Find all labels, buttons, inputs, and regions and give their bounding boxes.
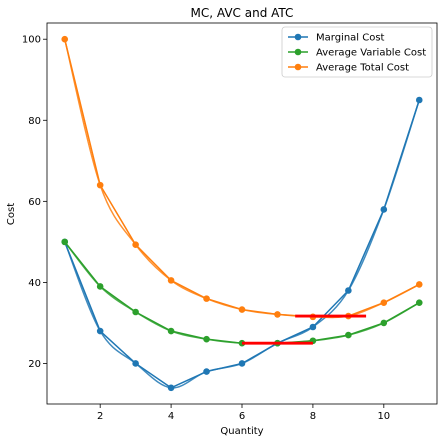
marginal-cost-point (167, 384, 175, 392)
average-total-cost-point (203, 295, 210, 302)
marginal-cost-point (132, 360, 139, 367)
x-tick-label: 8 (310, 411, 316, 422)
x-tick-label: 6 (239, 411, 245, 422)
legend: Marginal Cost Average Variable Cost Averag… (281, 26, 433, 78)
x-axis-title: Quantity (220, 426, 263, 437)
average-total-cost-point (61, 35, 69, 43)
marginal-cost-point (96, 327, 104, 335)
average-variable-cost-point (415, 299, 423, 306)
marginal-cost-point (380, 206, 388, 213)
legend-marker-marginal-cost (294, 33, 302, 41)
average-total-cost-point (274, 311, 281, 318)
y-tick-label: 20 (28, 359, 41, 370)
average-total-cost-point (238, 306, 246, 313)
average-variable-cost-point (203, 335, 210, 343)
x-tick-label: 10 (377, 411, 390, 422)
marginal-cost-point (309, 323, 317, 331)
legend-label-average-variable-cost: Average Variable Cost (316, 48, 426, 59)
average-variable-cost-point (167, 327, 175, 335)
average-variable-cost-point (132, 308, 139, 316)
y-tick-label: 60 (28, 197, 41, 208)
average-total-cost-point (96, 181, 104, 189)
legend-marker-average-total-cost (294, 63, 302, 71)
y-tick-label: 80 (28, 116, 41, 127)
average-variable-cost-point (96, 283, 104, 290)
average-total-cost-point (415, 281, 423, 288)
average-total-cost-point (167, 277, 175, 284)
x-tick-label: 4 (168, 411, 174, 422)
legend-label-average-total-cost: Average Total Cost (316, 63, 409, 74)
x-tick-label: 2 (97, 411, 103, 422)
average-variable-cost-point (380, 319, 388, 327)
marginal-cost-point (203, 368, 210, 375)
average-total-cost-point (380, 299, 388, 306)
average-variable-cost-point (61, 238, 69, 246)
legend-label-marginal-cost: Marginal Cost (316, 33, 385, 44)
average-total-cost-point (132, 241, 139, 249)
chart-title: MC, AVC and ATC (191, 6, 294, 20)
legend-box (281, 26, 433, 78)
legend-marker-average-variable-cost (294, 48, 302, 56)
y-axis-title: Cost (6, 203, 17, 225)
marginal-cost-point (415, 96, 423, 104)
y-tick-label: 40 (28, 278, 41, 289)
plot-area: 2 4 6 8 10 20 40 60 80 100 (22, 22, 438, 422)
average-variable-cost-point (345, 331, 352, 339)
y-tick-label: 100 (22, 35, 41, 46)
marginal-cost-point (345, 287, 352, 294)
marginal-cost-point (238, 360, 246, 367)
